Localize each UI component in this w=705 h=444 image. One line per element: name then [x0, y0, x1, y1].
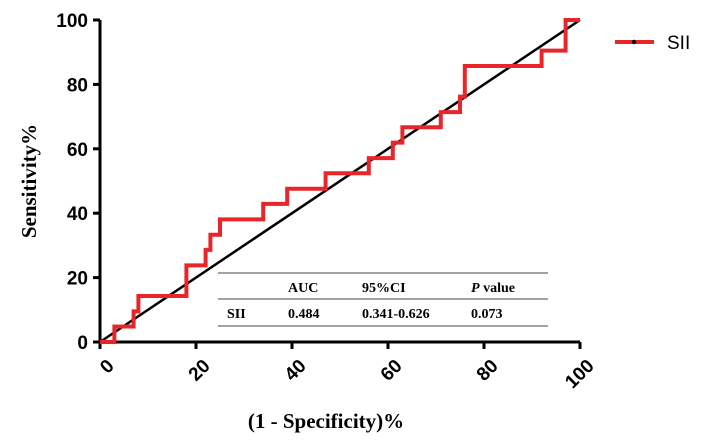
y-tick-label: 20	[67, 269, 88, 290]
y-tick-label: 40	[67, 204, 88, 225]
legend-marker-sii	[631, 39, 637, 45]
y-tick-label: 100	[56, 11, 88, 32]
x-tick-label: 60	[377, 356, 407, 386]
table-cell-p: 0.073	[471, 307, 503, 322]
table-cell-ci: 0.341-0.626	[362, 307, 430, 322]
table-cell-auc: 0.484	[288, 307, 320, 322]
axis-tick-labels: 0 20 40 60 80 100 0 20 40 60 80 100	[56, 11, 598, 393]
table-row-label: SII	[227, 307, 246, 322]
table-header-p: P value	[471, 281, 515, 296]
legend-label-sii: SII	[667, 33, 690, 54]
x-tick-label: 100	[561, 356, 598, 393]
sii-roc-curve	[100, 18, 580, 344]
x-axis-title: (1 - Specificity)%	[248, 409, 404, 433]
y-tick-label: 80	[67, 75, 88, 96]
x-tick-label: 80	[473, 356, 503, 386]
axis-ticks	[93, 18, 582, 349]
reference-diagonal-line	[99, 18, 581, 344]
table-header-ci: 95%CI	[362, 281, 406, 296]
y-axis-title: Sensitivity%	[17, 124, 41, 238]
y-tick-label: 0	[77, 333, 88, 354]
legend: SII	[615, 33, 690, 54]
x-tick-label: 40	[281, 356, 311, 386]
x-tick-label: 0	[96, 356, 118, 378]
y-tick-label: 60	[67, 140, 88, 161]
stats-table: AUC 95%CI P value SII 0.484 0.341-0.626 …	[218, 272, 548, 327]
table-header-auc: AUC	[288, 281, 318, 296]
x-tick-label: 20	[185, 356, 215, 386]
